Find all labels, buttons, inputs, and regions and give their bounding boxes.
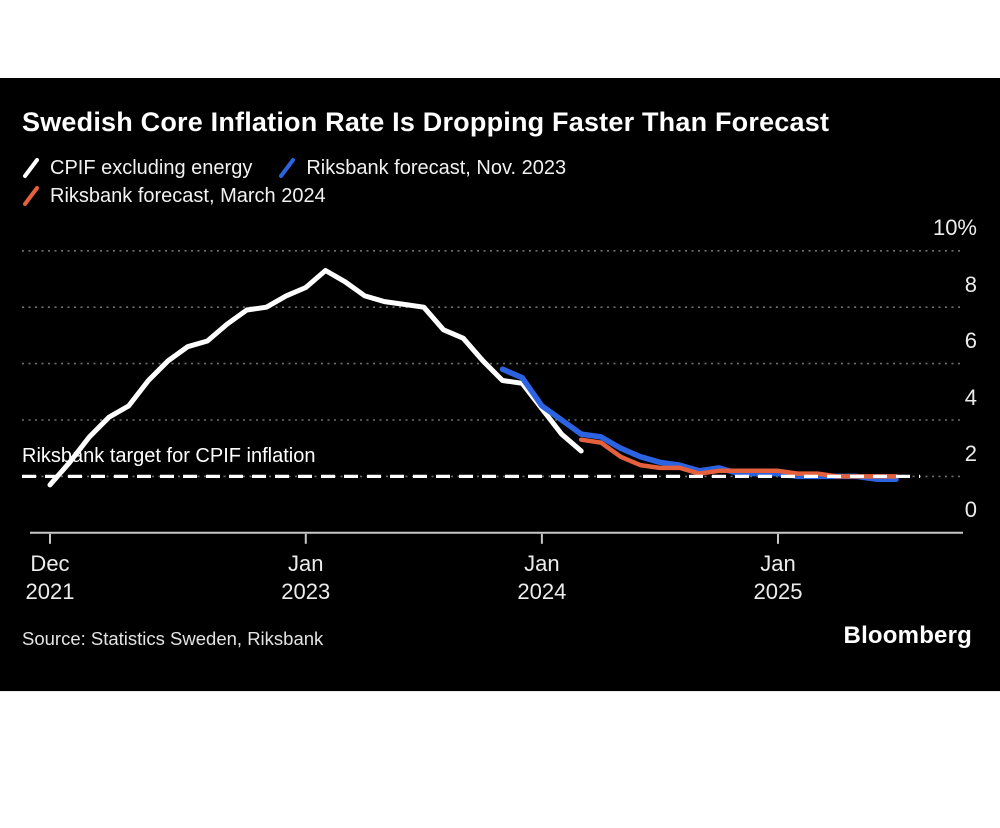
target-annotation: Riksbank target for CPIF inflation	[22, 445, 316, 467]
legend-row-2: Riksbank forecast, March 2024	[22, 182, 566, 210]
x-axis-tick-label: Jan 2025	[753, 551, 803, 604]
y-axis-tick-label: 0	[964, 497, 977, 523]
legend-slash-icon	[23, 158, 39, 178]
legend: CPIF excluding energy Riksbank forecast, …	[22, 154, 566, 210]
y-axis-tick-label: 2	[964, 440, 977, 466]
legend-item: Riksbank forecast, Nov. 2023	[278, 157, 566, 180]
y-axis-tick-label: 4	[964, 384, 977, 410]
series-line-1	[499, 366, 899, 482]
legend-item-label: Riksbank forecast, March 2024	[50, 184, 326, 207]
legend-item: Riksbank forecast, March 2024	[22, 185, 326, 208]
series-line-2	[578, 437, 899, 479]
legend-slash-icon	[23, 186, 39, 206]
x-axis-tick-label: Dec 2021	[25, 551, 75, 604]
y-axis-tick-label: 10%	[932, 215, 977, 241]
series-line-0	[47, 268, 584, 488]
legend-item: CPIF excluding energy	[22, 157, 252, 180]
chart-plot-area	[22, 250, 963, 544]
chart-title: Swedish Core Inflation Rate Is Dropping …	[22, 107, 830, 137]
source-text: Source: Statistics Sweden, Riksbank	[22, 628, 324, 649]
legend-item-label: Riksbank forecast, Nov. 2023	[306, 156, 567, 179]
y-axis-tick-label: 6	[964, 328, 977, 354]
x-axis-tick-label: Jan 2024	[517, 551, 567, 604]
x-axis-tick-label: Jan 2023	[281, 551, 331, 604]
legend-item-label: CPIF excluding energy	[50, 156, 253, 179]
legend-row-1: CPIF excluding energy Riksbank forecast, …	[22, 154, 566, 182]
legend-slash-icon	[279, 158, 296, 178]
chart-card: Swedish Core Inflation Rate Is Dropping …	[0, 78, 1000, 692]
y-axis-tick-label: 8	[964, 271, 977, 297]
bloomberg-logo: Bloomberg	[843, 622, 972, 649]
